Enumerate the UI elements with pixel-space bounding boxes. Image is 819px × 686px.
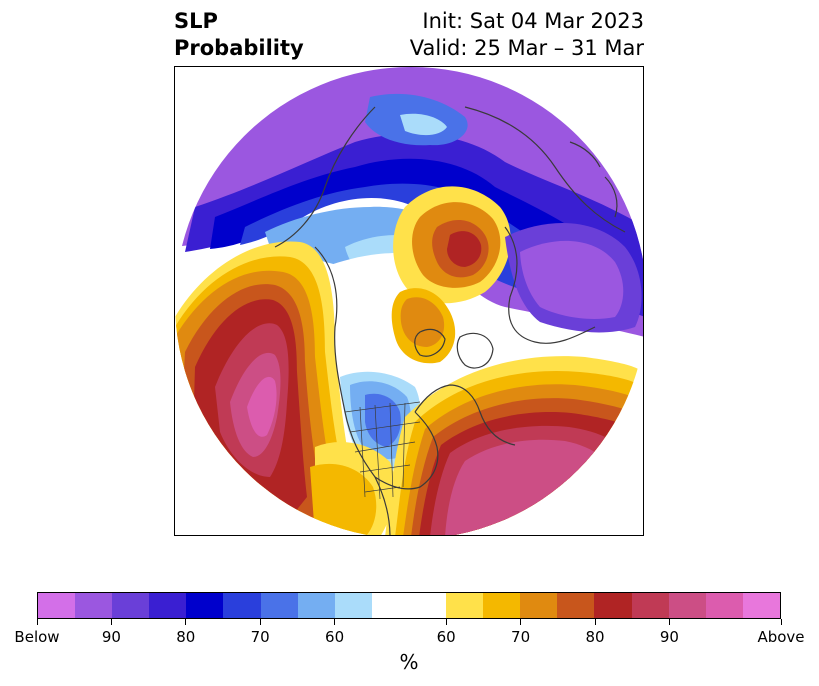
title-valid-range: Valid: 25 Mar – 31 Mar bbox=[409, 36, 644, 60]
colorbar-segment bbox=[483, 593, 521, 618]
colorbar-segment bbox=[631, 593, 669, 618]
state-borders bbox=[344, 401, 421, 500]
probability-map bbox=[175, 67, 643, 535]
colorbar-segment bbox=[149, 593, 187, 618]
colorbar-tick bbox=[259, 619, 261, 625]
colorbar-segment bbox=[594, 593, 632, 618]
colorbar-tick bbox=[520, 619, 522, 625]
title-product: Probability bbox=[174, 36, 304, 60]
colorbar-tick-label: 80 bbox=[585, 628, 605, 646]
colorbar-tick-label: Above bbox=[757, 628, 805, 646]
plot-title-right: Init: Sat 04 Mar 2023 Valid: 25 Mar – 31… bbox=[410, 8, 644, 62]
coastlines bbox=[274, 106, 626, 535]
colorbar-tick bbox=[780, 619, 782, 625]
title-variable: SLP bbox=[174, 9, 218, 33]
colorbar-tick bbox=[445, 619, 447, 625]
colorbar-segment bbox=[446, 593, 484, 618]
colorbar-tick bbox=[185, 619, 187, 625]
colorbar-tick bbox=[668, 619, 670, 625]
colorbar-unit-label: % bbox=[399, 650, 419, 674]
colorbar-segment bbox=[112, 593, 150, 618]
probability-colorbar bbox=[37, 592, 781, 619]
colorbar-tick-label: 80 bbox=[176, 628, 196, 646]
title-init-date: Init: Sat 04 Mar 2023 bbox=[422, 9, 644, 33]
colorbar-segment bbox=[186, 593, 224, 618]
colorbar-tick bbox=[36, 619, 38, 625]
colorbar-segment bbox=[705, 593, 743, 618]
plot-title-left: SLP Probability bbox=[174, 8, 304, 62]
colorbar-segment bbox=[260, 593, 298, 618]
colorbar-tick-label: 70 bbox=[511, 628, 531, 646]
polar-map-panel bbox=[174, 66, 644, 536]
colorbar-tick-label: 70 bbox=[250, 628, 270, 646]
colorbar-segment bbox=[223, 593, 261, 618]
colorbar-segment bbox=[742, 593, 780, 618]
colorbar-segment bbox=[371, 593, 409, 618]
colorbar-segment bbox=[297, 593, 335, 618]
colorbar-tick-label: Below bbox=[14, 628, 60, 646]
colorbar-segment bbox=[557, 593, 595, 618]
colorbar-segment bbox=[408, 593, 447, 618]
colorbar-segment bbox=[38, 593, 76, 618]
colorbar-tick bbox=[594, 619, 596, 625]
colorbar-tick-label: 60 bbox=[325, 628, 345, 646]
colorbar-tick-label: 60 bbox=[436, 628, 456, 646]
colorbar-segment bbox=[334, 593, 372, 618]
colorbar-tick-label: 90 bbox=[101, 628, 121, 646]
colorbar-tick bbox=[334, 619, 336, 625]
colorbar-segment bbox=[668, 593, 706, 618]
colorbar-tick bbox=[110, 619, 112, 625]
colorbar-segment bbox=[75, 593, 113, 618]
colorbar-tick-label: 90 bbox=[659, 628, 679, 646]
colorbar-segment bbox=[520, 593, 558, 618]
